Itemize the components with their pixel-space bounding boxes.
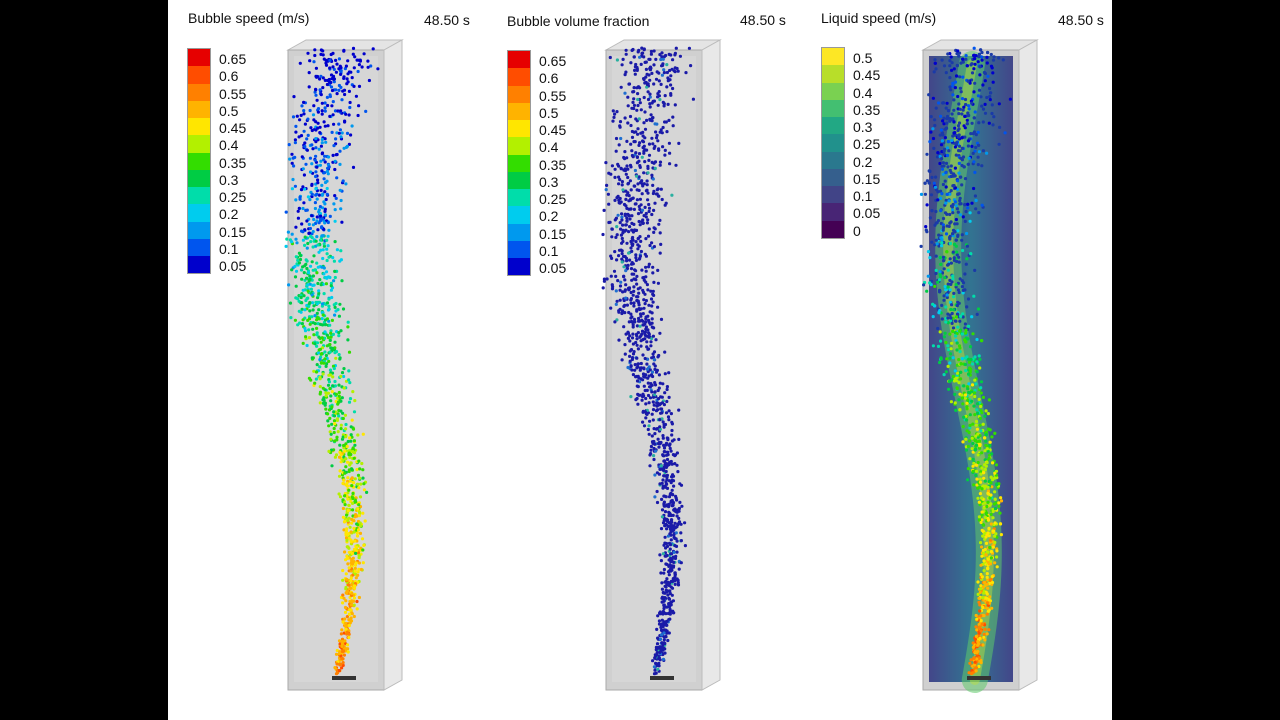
legend-label: 0.1 bbox=[219, 240, 239, 257]
colorbar-swatch bbox=[188, 100, 210, 118]
colorbar-swatch bbox=[188, 187, 210, 205]
legend-label: 0.2 bbox=[539, 208, 559, 225]
legend-label: 0.45 bbox=[539, 122, 567, 138]
column-side-face bbox=[1018, 39, 1038, 691]
legend-label: 0.55 bbox=[219, 85, 247, 102]
column-top-face bbox=[286, 39, 404, 51]
colorbar-swatch bbox=[822, 48, 844, 66]
legend-label: 0.4 bbox=[219, 137, 239, 154]
legend-label: 0.35 bbox=[853, 101, 881, 118]
colorbar-swatch bbox=[822, 203, 844, 221]
colorbar bbox=[821, 47, 845, 239]
column-top-face bbox=[604, 39, 722, 51]
panel-3-time: 48.50 s bbox=[1058, 12, 1104, 28]
legend-label: 0.1 bbox=[853, 188, 873, 204]
colorbar-swatch bbox=[188, 169, 210, 187]
legend-label: 0.3 bbox=[539, 173, 559, 190]
legend-label: 0.2 bbox=[853, 153, 873, 170]
colorbar-swatch bbox=[508, 68, 530, 86]
legend-label: 0.65 bbox=[219, 51, 247, 67]
legend-label: 0.05 bbox=[539, 260, 567, 276]
colorbar-swatch bbox=[822, 99, 844, 117]
legend-label: 0.5 bbox=[539, 104, 559, 121]
visualization-stage: Bubble speed (m/s) 48.50 s 0.65 0.6 0.55 0.… bbox=[168, 0, 1112, 720]
colorbar-swatch bbox=[508, 85, 530, 103]
legend-label: 0.25 bbox=[539, 191, 567, 207]
legend-label: 0.45 bbox=[853, 67, 881, 84]
legend-label: 0.5 bbox=[219, 102, 239, 119]
column-side-face bbox=[701, 39, 721, 691]
sparger bbox=[332, 676, 356, 680]
legend-label: 0.15 bbox=[219, 223, 247, 240]
colorbar-swatch bbox=[822, 82, 844, 100]
colorbar-swatch bbox=[822, 134, 844, 152]
colorbar-swatch bbox=[822, 186, 844, 204]
colorbar-swatch bbox=[508, 223, 530, 241]
colorbar-swatch bbox=[188, 204, 210, 222]
sparger bbox=[650, 676, 674, 680]
colorbar-swatch bbox=[188, 238, 210, 256]
panel-1-title: Bubble speed (m/s) bbox=[188, 10, 310, 26]
panel-2-time: 48.50 s bbox=[740, 12, 786, 28]
colorbar-swatch bbox=[508, 258, 530, 276]
panel-1-time: 48.50 s bbox=[424, 12, 470, 28]
legend-label: 0.6 bbox=[539, 70, 559, 87]
panel-3-title: Liquid speed (m/s) bbox=[821, 10, 937, 26]
colorbar-swatch bbox=[822, 151, 844, 169]
legend-label: 0.45 bbox=[219, 120, 247, 136]
colorbar bbox=[507, 50, 531, 277]
simulation-columns bbox=[284, 39, 1039, 693]
legend-label: 0.25 bbox=[219, 189, 247, 205]
colorbar-swatch bbox=[188, 135, 210, 153]
legend-label: 0.6 bbox=[219, 68, 239, 85]
sparger bbox=[967, 676, 991, 680]
legend-label: 0.25 bbox=[853, 136, 881, 153]
legend-label: 0.55 bbox=[539, 87, 567, 104]
legend-label: 0.4 bbox=[539, 139, 559, 156]
legend-label: 0.2 bbox=[219, 206, 239, 223]
colorbar-swatch bbox=[508, 171, 530, 189]
legend-label: 0.3 bbox=[219, 171, 239, 188]
colorbar-swatch bbox=[822, 117, 844, 135]
colorbar-swatch bbox=[508, 206, 530, 224]
colorbar-swatch bbox=[188, 66, 210, 84]
colorbar-swatch bbox=[508, 189, 530, 207]
colorbar-swatch bbox=[508, 154, 530, 172]
legend-label: 0.3 bbox=[853, 119, 873, 135]
colorbar-swatch bbox=[188, 118, 210, 136]
legend-label: 0.05 bbox=[853, 205, 881, 222]
colorbar-swatch bbox=[508, 51, 530, 69]
legend-label: 0.35 bbox=[219, 154, 247, 171]
colorbar-swatch bbox=[188, 256, 210, 274]
legend-label: 0.4 bbox=[853, 84, 873, 101]
legend-label: 0 bbox=[853, 222, 861, 239]
colorbar-swatch bbox=[508, 102, 530, 120]
legend-label: 0.1 bbox=[539, 242, 559, 259]
colorbar-swatch bbox=[822, 168, 844, 186]
legend-label: 0.15 bbox=[539, 225, 567, 242]
colorbar-swatch bbox=[508, 240, 530, 258]
colorbar-swatch bbox=[508, 120, 530, 138]
legend-label: 0.5 bbox=[853, 50, 873, 66]
colorbar-swatch bbox=[508, 137, 530, 155]
legend-label: 0.35 bbox=[539, 156, 567, 173]
colorbar bbox=[187, 48, 211, 275]
colorbar-swatch bbox=[822, 220, 844, 238]
legend-label: 0.05 bbox=[219, 258, 247, 274]
legend-label: 0.65 bbox=[539, 53, 567, 69]
colorbar-swatch bbox=[188, 152, 210, 170]
panel-2-title: Bubble volume fraction bbox=[507, 13, 650, 29]
legend-label: 0.15 bbox=[853, 170, 881, 187]
colorbar-swatch bbox=[188, 83, 210, 101]
colorbar-swatch bbox=[822, 65, 844, 83]
colorbar-swatch bbox=[188, 221, 210, 239]
colorbar-swatch bbox=[188, 49, 210, 67]
column-side-face bbox=[383, 39, 403, 691]
